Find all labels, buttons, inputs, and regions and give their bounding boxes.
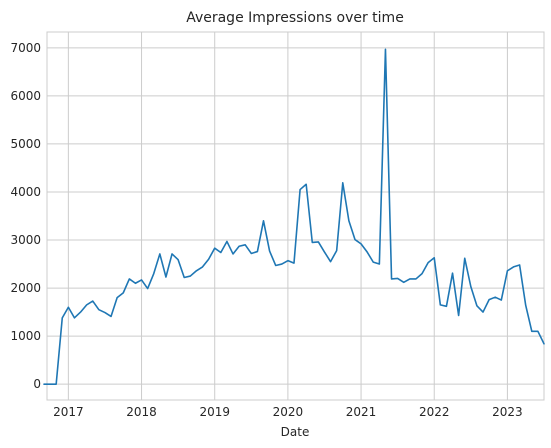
chart-title: Average Impressions over time [186, 10, 404, 26]
gridlines [47, 32, 544, 400]
series-group [43, 48, 545, 385]
x-tick-label: 2018 [126, 405, 157, 419]
plot-frame [46, 31, 545, 401]
y-tick-label: 5000 [10, 137, 41, 151]
x-tick-label: 2021 [346, 405, 377, 419]
plot-border [46, 31, 545, 401]
x-axis-ticks: 2017 2018 2019 2020 2021 2022 2023 [53, 405, 523, 419]
y-tick-label: 1000 [10, 329, 41, 343]
x-tick-label: 2023 [492, 405, 523, 419]
y-tick-label: 3000 [10, 233, 41, 247]
series-line [43, 48, 545, 385]
x-tick-label: 2019 [199, 405, 230, 419]
y-tick-label: 4000 [10, 185, 41, 199]
x-axis-label: Date [281, 425, 310, 439]
y-tick-label: 2000 [10, 281, 41, 295]
y-tick-label: 7000 [10, 41, 41, 55]
y-tick-label: 6000 [10, 89, 41, 103]
y-axis-ticks: 0 1000 2000 3000 4000 5000 6000 7000 [10, 41, 41, 391]
plot-area [47, 32, 544, 400]
x-tick-label: 2022 [419, 405, 450, 419]
plot-background [47, 32, 544, 400]
x-tick-label: 2017 [53, 405, 84, 419]
y-tick-label: 0 [33, 377, 41, 391]
x-tick-label: 2020 [273, 405, 304, 419]
